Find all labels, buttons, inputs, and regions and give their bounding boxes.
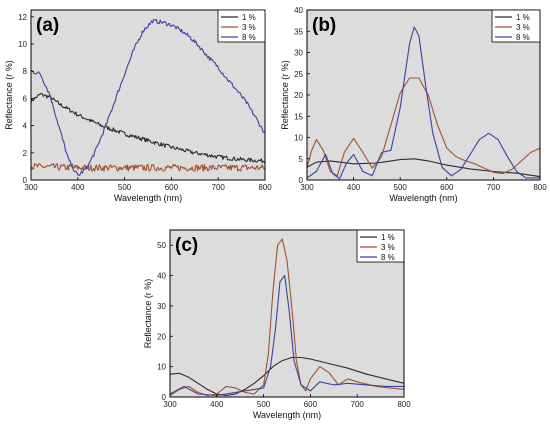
- x-tick-label: 700: [487, 183, 501, 192]
- series-line-1pct: [307, 158, 540, 178]
- series-group: [307, 26, 540, 180]
- panel-label: (c): [175, 235, 198, 256]
- legend-label: 8 %: [516, 33, 530, 42]
- y-tick-label: 0: [23, 176, 28, 185]
- panel-label: (a): [36, 15, 59, 36]
- x-tick-label: 500: [257, 400, 271, 409]
- panel-label: (b): [312, 15, 336, 36]
- legend-label: 1 %: [381, 233, 395, 242]
- legend-label: 8 %: [242, 33, 256, 42]
- x-tick-label: 400: [210, 400, 224, 409]
- y-tick-label: 0: [162, 393, 167, 402]
- x-tick-label: 600: [440, 183, 454, 192]
- panel-c: 300 400 500 600 700 800 0 10 20 30 40 50 Wavelength …: [143, 229, 411, 420]
- y-tick-label: 10: [294, 134, 303, 143]
- panel-a: 300 400 500 600 700 800 0 2 4 6 8 10 12 Wavelength (n…: [4, 9, 272, 203]
- y-tick-label: 20: [294, 91, 303, 100]
- y-tick-label: 2: [23, 149, 28, 158]
- legend-label: 3 %: [242, 23, 256, 32]
- series-line-8pct: [31, 18, 265, 176]
- legend: 1 %3 %8 %: [356, 229, 405, 263]
- legend-label: 1 %: [516, 13, 530, 22]
- x-tick-label: 400: [71, 183, 85, 192]
- x-axis-label: Wavelength (nm): [389, 193, 457, 203]
- x-tick-label: 600: [304, 400, 318, 409]
- legend: 1 %3 %8 %: [491, 9, 541, 43]
- y-tick-label: 5: [299, 155, 304, 164]
- y-axis-label: Reflectance (r %): [280, 60, 290, 130]
- x-tick-label: 400: [347, 183, 361, 192]
- legend-label: 3 %: [516, 23, 530, 32]
- series-line-1pct: [170, 356, 404, 397]
- x-tick-label: 500: [118, 183, 132, 192]
- y-tick-label: 4: [23, 122, 28, 131]
- y-tick-label: 12: [18, 13, 27, 22]
- y-tick-label: 50: [157, 241, 166, 250]
- legend-label: 1 %: [242, 13, 256, 22]
- y-tick-label: 0: [299, 176, 304, 185]
- x-axis-label: Wavelength (nm): [253, 410, 321, 420]
- series-line-8pct: [170, 274, 404, 397]
- series-line-3pct: [307, 77, 540, 177]
- y-tick-label: 35: [294, 27, 303, 36]
- y-tick-label: 10: [18, 40, 27, 49]
- x-tick-label: 300: [163, 400, 177, 409]
- series-line-8pct: [307, 26, 540, 180]
- y-tick-label: 6: [23, 94, 28, 103]
- x-tick-label: 600: [165, 183, 179, 192]
- x-tick-label: 500: [394, 183, 408, 192]
- y-tick-label: 40: [294, 6, 303, 15]
- x-tick-label: 800: [397, 400, 411, 409]
- panel-b: 300 400 500 600 700 800 0 5 10 15 20 25 30 35 40 Wavele…: [280, 6, 547, 203]
- y-tick-label: 10: [157, 363, 166, 372]
- plot-frame: [169, 229, 405, 398]
- x-tick-label: 700: [212, 183, 226, 192]
- y-tick-label: 8: [23, 67, 28, 76]
- legend-label: 8 %: [381, 253, 395, 262]
- legend: 1 %3 %8 %: [217, 9, 266, 43]
- y-tick-label: 40: [157, 272, 166, 281]
- y-tick-label: 30: [157, 302, 166, 311]
- x-tick-label: 300: [300, 183, 314, 192]
- x-tick-label: 800: [258, 183, 272, 192]
- x-axis-label: Wavelength (nm): [114, 193, 182, 203]
- x-tick-label: 700: [351, 400, 365, 409]
- series-group: [31, 18, 265, 176]
- series-line-1pct: [31, 93, 265, 164]
- y-axis-label: Reflectance (r %): [143, 279, 153, 349]
- series-group: [170, 238, 404, 397]
- x-tick-label: 300: [24, 183, 38, 192]
- x-tick-label: 800: [533, 183, 547, 192]
- y-tick-label: 25: [294, 70, 303, 79]
- series-line-3pct: [31, 162, 265, 172]
- plot-frame: [30, 9, 266, 181]
- y-axis-label: Reflectance (r %): [4, 60, 14, 130]
- y-tick-label: 20: [157, 332, 166, 341]
- legend-label: 3 %: [381, 243, 395, 252]
- y-tick-label: 30: [294, 49, 303, 58]
- y-tick-label: 15: [294, 112, 303, 121]
